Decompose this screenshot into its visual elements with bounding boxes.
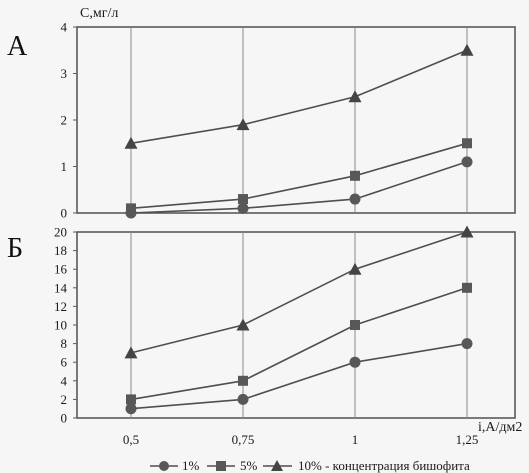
series-line-square xyxy=(130,142,468,210)
x-tick-label: 0,5 xyxy=(123,432,139,447)
y-tick-label: 16 xyxy=(54,262,68,277)
data-point-circle xyxy=(349,356,361,368)
data-point-circle xyxy=(461,338,473,350)
data-point-square xyxy=(238,194,248,205)
data-point-square xyxy=(462,138,472,149)
y-tick-label: 1 xyxy=(61,159,68,174)
data-point-square xyxy=(238,375,248,386)
panel-b-grid xyxy=(130,232,468,418)
data-point-circle xyxy=(237,202,249,214)
panel-b-x-ticks: 0,5 0,75 1 1,25 xyxy=(123,432,479,447)
series-line-triangle xyxy=(130,231,468,354)
panel-b-label: Б xyxy=(7,233,23,264)
legend-label-10pct: 10% - концентрация бишофита xyxy=(298,458,470,473)
panel-b-y-ticks: 0 2 4 6 8 10 12 14 16 18 20 xyxy=(54,225,77,426)
data-point-triangle xyxy=(236,318,250,331)
panel-b-series xyxy=(124,225,474,415)
panel-b: Б 0 2 4 6 8 10 12 14 16 18 20 0,5 0,75 1 1,25 i,А/дм2 xyxy=(7,225,522,448)
legend-label-1pct: 1% xyxy=(182,458,200,473)
series-line-triangle xyxy=(130,49,468,145)
chart-legend: 1% 5% 10% - концентрация бишофита xyxy=(150,458,470,473)
data-point-square xyxy=(126,394,136,405)
y-tick-label: 6 xyxy=(61,355,68,370)
data-point-circle xyxy=(237,393,249,405)
x-tick-label: 0,75 xyxy=(232,432,255,447)
series-line-circle xyxy=(130,342,468,410)
legend-label-5pct: 5% xyxy=(240,458,258,473)
series-line-square xyxy=(130,287,468,401)
data-point-triangle xyxy=(124,346,138,359)
y-tick-label: 4 xyxy=(61,373,68,388)
y-tick-label: 18 xyxy=(54,243,67,258)
legend-item-5pct: 5% xyxy=(207,458,258,473)
y-tick-label: 3 xyxy=(61,66,68,81)
x-tick-label: 1,25 xyxy=(456,432,479,447)
data-point-circle xyxy=(125,403,137,415)
y-tick-label: 12 xyxy=(54,299,67,314)
y-tick-label: 4 xyxy=(61,20,68,35)
x-tick-label: 1 xyxy=(352,432,359,447)
panel-a-series xyxy=(124,43,474,219)
data-point-triangle xyxy=(348,90,362,103)
data-point-square xyxy=(350,320,360,330)
data-point-triangle xyxy=(460,43,474,56)
panel-a-grid xyxy=(130,27,468,213)
series-line-circle xyxy=(130,161,468,214)
data-point-square xyxy=(350,170,360,181)
y-tick-label: 20 xyxy=(54,225,67,240)
y-tick-label: 0 xyxy=(61,206,68,221)
data-point-triangle xyxy=(348,262,362,275)
y-tick-label: 2 xyxy=(61,392,68,407)
panel-a-y-ticks: 0 1 2 3 4 xyxy=(61,20,77,221)
data-point-circle xyxy=(349,193,361,205)
legend-triangle-marker-icon xyxy=(271,460,283,471)
legend-circle-marker-icon xyxy=(159,461,169,471)
data-point-circle xyxy=(461,156,473,168)
y-tick-label: 0 xyxy=(61,411,68,426)
panel-a-y-axis-title: С,мг/л xyxy=(80,6,118,21)
legend-item-1pct: 1% xyxy=(150,458,200,473)
data-point-square xyxy=(462,282,472,293)
y-tick-label: 2 xyxy=(61,113,68,128)
panel-b-x-axis-title: i,А/дм2 xyxy=(478,420,522,435)
y-tick-label: 14 xyxy=(54,280,68,295)
panel-a-label: А xyxy=(7,31,28,62)
panel-a-plot-frame xyxy=(76,26,516,214)
legend-item-10pct: 10% - концентрация бишофита xyxy=(263,458,470,473)
panel-b-plot-frame xyxy=(76,231,516,419)
data-point-circle xyxy=(125,207,137,219)
y-tick-label: 10 xyxy=(54,318,67,333)
y-tick-label: 8 xyxy=(61,336,68,351)
panel-a: А С,мг/л 0 1 2 3 4 xyxy=(7,6,516,221)
data-point-triangle xyxy=(460,225,474,238)
legend-square-marker-icon xyxy=(216,461,226,471)
data-point-triangle xyxy=(124,136,138,149)
data-point-triangle xyxy=(236,118,250,131)
